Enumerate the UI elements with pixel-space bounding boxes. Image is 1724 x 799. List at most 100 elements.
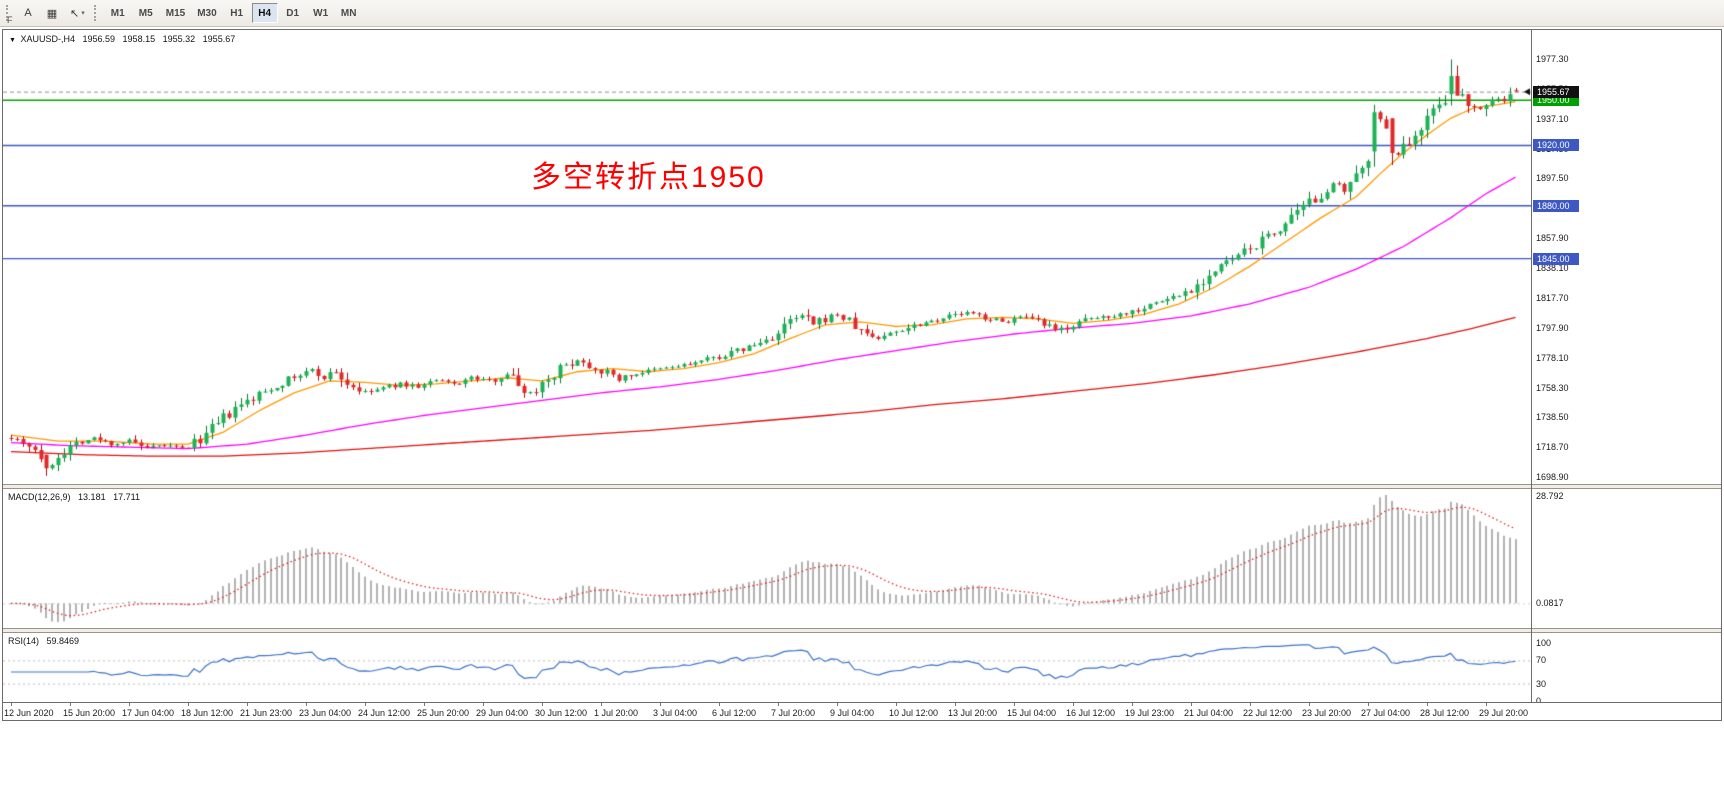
time-tick-mark xyxy=(1368,703,1369,706)
time-tick-mark xyxy=(1014,703,1015,706)
time-tick-label: 28 Jul 12:00 xyxy=(1420,708,1470,718)
time-tick-label: 25 Jun 20:00 xyxy=(417,708,470,718)
chart-window: 1977.301957.501937.101917.301897.501877.… xyxy=(2,29,1722,721)
time-tick-mark xyxy=(1250,703,1251,706)
timeframe-button-m5[interactable]: M5 xyxy=(138,7,153,19)
time-tick-label: 19 Jul 23:00 xyxy=(1125,708,1175,718)
price-tick-label: 1758.30 xyxy=(1536,382,1569,393)
symbol-period-label: XAUUSD-,H4 xyxy=(20,34,75,44)
time-tick-label: 16 Jul 12:00 xyxy=(1066,708,1116,718)
price-tick-label: 1937.10 xyxy=(1536,113,1569,124)
price-badge-184500: 1845.00 xyxy=(1533,252,1579,265)
time-tick-label: 1 Jul 20:00 xyxy=(594,708,639,718)
price-axis-border xyxy=(1531,30,1532,702)
rsi-tick-label: 100 xyxy=(1536,638,1552,648)
chart-title: ▼ XAUUSD-,H4 1956.59 1958.15 1955.32 195… xyxy=(9,34,240,44)
time-tick-mark xyxy=(1073,703,1074,706)
time-tick-label: 12 Jun 2020 xyxy=(4,708,54,718)
tool-cursor-button[interactable]: ↖ ▾ xyxy=(70,7,85,20)
time-tick-label: 24 Jun 12:00 xyxy=(358,708,411,718)
rsi-name: RSI(14) xyxy=(8,636,40,646)
time-tick-mark xyxy=(896,703,897,706)
time-tick-label: 15 Jun 20:00 xyxy=(63,708,116,718)
toolbar-grip[interactable] xyxy=(6,5,10,21)
time-tick-mark xyxy=(837,703,838,706)
timeframe-button-d1[interactable]: D1 xyxy=(286,7,300,19)
rsi-tick-label: 70 xyxy=(1536,655,1547,666)
time-tick-label: 27 Jul 04:00 xyxy=(1361,708,1411,718)
time-tick-label: 30 Jun 12:00 xyxy=(535,708,588,718)
time-tick-mark xyxy=(424,703,425,706)
macd-value-signal: 17.711 xyxy=(113,492,140,502)
timeframe-button-m15[interactable]: M15 xyxy=(165,7,186,19)
time-tick-label: 17 Jun 04:00 xyxy=(122,708,175,718)
time-tick-mark xyxy=(306,703,307,706)
tool-object-button[interactable]: ▦ xyxy=(46,7,58,20)
timeframe-button-w1[interactable]: W1 xyxy=(313,7,329,19)
chart-annotation[interactable]: 多空转折点1950 xyxy=(531,161,766,194)
time-tick-label: 18 Jun 12:00 xyxy=(181,708,234,718)
price-tick-label: 1698.90 xyxy=(1536,472,1569,483)
macd-label: MACD(12,26,9) 13.181 17.711 xyxy=(8,492,145,502)
time-tick-label: 21 Jul 04:00 xyxy=(1184,708,1234,718)
time-tick-mark xyxy=(188,703,189,706)
rsi-value: 59.8469 xyxy=(46,636,80,646)
price-tick-label: 1718.70 xyxy=(1536,442,1569,453)
timeframe-button-h4[interactable]: H4 xyxy=(251,3,278,23)
time-tick-label: 23 Jun 04:00 xyxy=(299,708,352,718)
timeframe-button-h1[interactable]: H1 xyxy=(230,7,244,19)
timeframe-button-m30[interactable]: M30 xyxy=(197,7,217,19)
timeframe-button-mn[interactable]: MN xyxy=(340,7,357,19)
panel-divider[interactable] xyxy=(3,484,1721,489)
timeframe-button-group: M1 M5 M15 M30 H1 H4 D1 W1 MN xyxy=(104,3,363,23)
price-tick-label: 1838.10 xyxy=(1536,263,1569,274)
time-tick-label: 7 Jul 20:00 xyxy=(771,708,816,718)
timeframe-button-m1[interactable]: M1 xyxy=(110,7,125,19)
quote-close: 1955.67 xyxy=(202,34,236,44)
panel-divider[interactable] xyxy=(3,628,1721,633)
macd-value-main: 13.181 xyxy=(78,492,106,502)
time-tick-mark xyxy=(247,703,248,706)
price-badge-192000: 1920.00 xyxy=(1533,139,1579,152)
macd-indicator-canvas[interactable] xyxy=(3,489,1531,628)
time-tick-mark xyxy=(1132,703,1133,706)
time-tick-mark xyxy=(1309,703,1310,706)
time-tick-label: 23 Jul 20:00 xyxy=(1302,708,1352,718)
rsi-tick-label: 0 xyxy=(1536,696,1542,706)
toolbar-f-label: F xyxy=(7,15,13,25)
time-tick-mark xyxy=(660,703,661,706)
dropdown-caret-icon: ▾ xyxy=(81,10,85,17)
quote-high: 1958.15 xyxy=(122,34,156,44)
price-tick-label: 1778.10 xyxy=(1536,352,1569,363)
time-tick-label: 21 Jun 23:00 xyxy=(240,708,293,718)
time-tick-mark xyxy=(129,703,130,706)
rsi-indicator-canvas[interactable] xyxy=(3,633,1531,702)
quote-open: 1956.59 xyxy=(82,34,116,44)
direction-icon: ▼ xyxy=(9,37,16,44)
time-tick-mark xyxy=(955,703,956,706)
time-tick-label: 29 Jul 20:00 xyxy=(1479,708,1529,718)
toolbar-grip[interactable] xyxy=(93,5,98,21)
price-chart-canvas[interactable] xyxy=(3,30,1531,484)
price-badge-195567: 1955.67 xyxy=(1533,85,1579,98)
macd-tick-label: 28.792 xyxy=(1536,491,1564,501)
time-tick-label: 6 Jul 12:00 xyxy=(712,708,757,718)
rsi-label: RSI(14) 59.8469 xyxy=(8,636,84,646)
price-tick-label: 1857.90 xyxy=(1536,233,1569,244)
time-tick-label: 3 Jul 04:00 xyxy=(653,708,698,718)
time-tick-label: 15 Jul 04:00 xyxy=(1007,708,1057,718)
time-tick-mark xyxy=(365,703,366,706)
time-tick-mark xyxy=(1427,703,1428,706)
main-toolbar: A ▦ ↖ ▾ M1 M5 M15 M30 H1 H4 D1 W1 MN xyxy=(0,0,1724,27)
time-tick-mark xyxy=(601,703,602,706)
tool-arrow-button[interactable]: A xyxy=(24,7,32,19)
time-tick-mark xyxy=(483,703,484,706)
macd-tick-label: 0.0817 xyxy=(1536,598,1564,609)
rsi-tick-label: 30 xyxy=(1536,678,1547,689)
price-tick-label: 1897.50 xyxy=(1536,173,1569,184)
time-tick-mark xyxy=(1191,703,1192,706)
time-tick-mark xyxy=(11,703,12,706)
time-axis[interactable]: 12 Jun 2020 15 Jun 20:00 17 Jun 04:00 18 Ju… xyxy=(3,702,1721,720)
tool-button-group: A ▦ ↖ ▾ xyxy=(16,3,91,23)
time-tick-mark xyxy=(778,703,779,706)
